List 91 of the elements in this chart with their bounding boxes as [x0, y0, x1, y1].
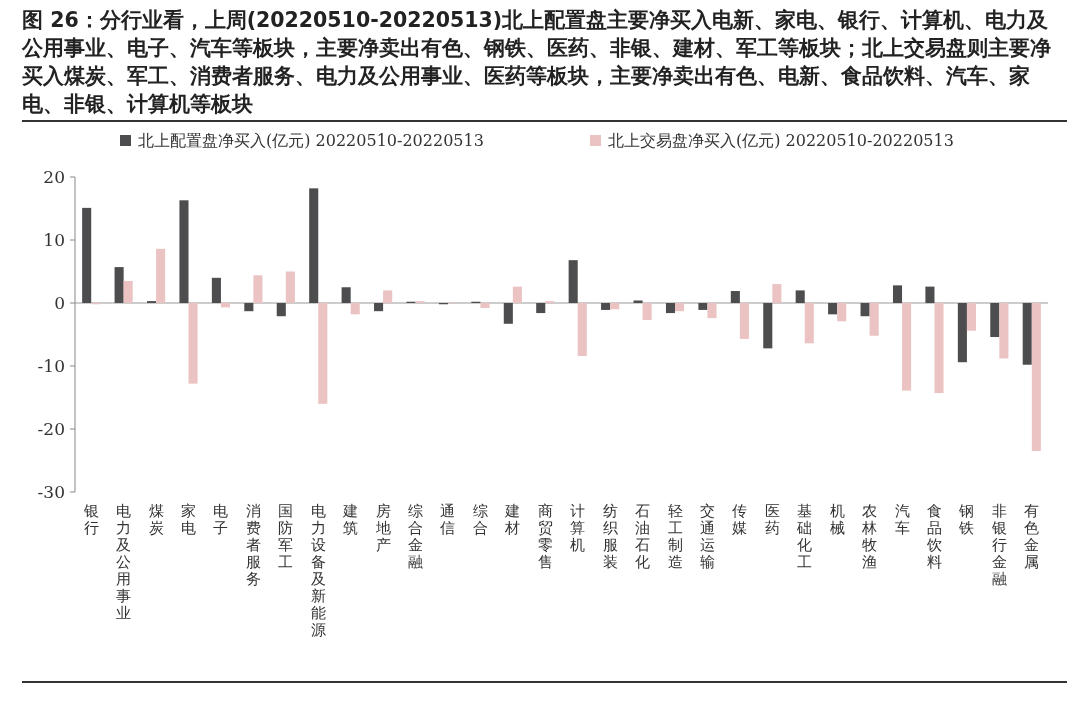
bar	[795, 290, 805, 303]
y-tick-label: -10	[37, 356, 65, 376]
bar	[966, 303, 976, 331]
x-tick-label: 汽车	[894, 502, 910, 537]
bar	[285, 271, 295, 303]
bar	[383, 290, 393, 303]
x-tick-label: 机械	[829, 502, 845, 537]
bar	[374, 303, 384, 312]
bar	[698, 303, 708, 310]
bar	[350, 303, 360, 315]
x-tick-label: 家电	[181, 502, 197, 537]
x-tick-label: 有色金属	[1024, 502, 1040, 571]
bar	[990, 303, 1000, 338]
bar	[123, 280, 133, 303]
bar	[804, 303, 814, 344]
x-tick-label: 建筑	[342, 502, 359, 537]
x-tick-label: 国防军工	[278, 502, 294, 571]
y-tick-label: 10	[43, 230, 65, 250]
bar	[1022, 303, 1032, 365]
bar	[707, 303, 717, 319]
x-tick-label: 综合金融	[408, 502, 424, 571]
x-tick-label: 煤炭	[148, 502, 164, 537]
x-tick-label: 医药	[764, 502, 780, 537]
x-tick-label: 银行	[82, 502, 99, 537]
legend-label: 北上交易盘净买入(亿元) 20220510-20220513	[608, 131, 954, 150]
bar	[179, 200, 189, 303]
bar	[188, 303, 198, 384]
x-tick-label: 电子	[213, 502, 229, 537]
bar	[957, 303, 967, 363]
bar	[739, 303, 749, 339]
bar	[577, 303, 587, 356]
bar	[665, 303, 676, 314]
bar	[730, 291, 740, 303]
bar	[276, 303, 286, 317]
bar	[633, 300, 643, 303]
x-tick-label: 商贸零售	[537, 502, 553, 571]
x-tick-label: 交通运输	[699, 502, 715, 571]
bar	[601, 303, 611, 310]
y-tick-label: -30	[37, 482, 65, 502]
bar	[536, 303, 546, 314]
x-tick-label: 食品饮料	[925, 502, 942, 571]
bar	[512, 286, 522, 303]
bar	[568, 260, 578, 303]
bar	[999, 303, 1009, 359]
bar	[480, 303, 490, 309]
bar	[925, 286, 935, 303]
x-tick-label: 建材	[504, 502, 521, 537]
y-tick-label: 0	[54, 293, 65, 313]
bar	[902, 303, 912, 391]
bar	[772, 284, 782, 303]
bar	[860, 303, 870, 317]
bar	[869, 303, 879, 336]
bar	[318, 303, 328, 404]
bar	[892, 285, 903, 303]
x-tick-label: 电力设备及新能源	[310, 502, 326, 639]
bar	[114, 267, 124, 303]
title: 图 26：分行业看，上周(20220510-20220513)北上配置盘主要净买入电新、家电、银行、计算机、电力及公用事业、电子、汽车等板块，主要净卖出有色、钢铁、医药、非银、建材、军工等板块；北上交易盘则主要净买入煤炭、军工、消费者服务、电力及公用事业、医药等板块，主要净卖出有色、电新、食品饮料、汽车、家电、非银、计算机等板块	[22, 6, 1067, 122]
x-tick-label: 纺织服装	[602, 502, 618, 571]
x-tick-label: 农林牧渔	[861, 502, 878, 571]
bar	[675, 303, 685, 312]
x-tick-label: 轻工制造	[667, 502, 683, 571]
bar	[642, 303, 652, 321]
bar	[828, 303, 838, 315]
bar	[341, 287, 351, 303]
bar	[503, 303, 513, 324]
x-tick-label: 石油石化	[635, 502, 651, 571]
x-tick-label: 通信	[440, 502, 456, 537]
bar	[934, 303, 944, 394]
x-tick-label: 基础化工	[796, 502, 813, 571]
bar	[156, 248, 166, 303]
bar	[220, 303, 231, 308]
y-tick-label: 20	[43, 167, 65, 187]
bar	[309, 188, 319, 303]
bar	[244, 303, 254, 312]
x-tick-label: 传媒	[732, 502, 748, 537]
y-tick-label: -20	[37, 419, 65, 439]
bar	[837, 303, 847, 322]
x-tick-label: 计算机	[570, 502, 586, 554]
bar	[763, 303, 773, 349]
bar	[1031, 303, 1041, 452]
bar	[82, 207, 92, 303]
bar	[211, 277, 221, 303]
x-tick-label: 非银行金融	[990, 502, 1007, 588]
x-tick-label: 房地产	[374, 502, 391, 554]
x-tick-label: 钢铁	[958, 502, 975, 537]
x-tick-label: 消费者服务	[245, 502, 261, 588]
x-tick-label: 电力及公用事业	[116, 502, 132, 622]
legend-label: 北上配置盘净买入(亿元) 20220510-20220513	[138, 131, 484, 150]
x-tick-label: 综合	[472, 502, 488, 537]
bar	[253, 275, 263, 303]
bar	[610, 303, 620, 310]
